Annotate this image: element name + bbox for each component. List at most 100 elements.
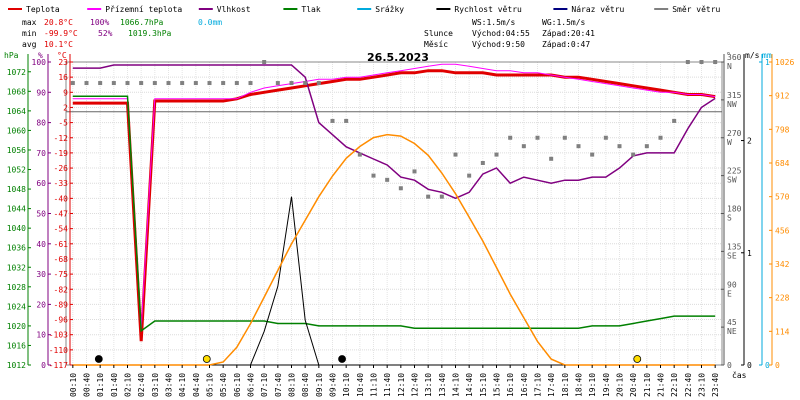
wind-direction-point-25 <box>412 169 417 174</box>
wind-direction-point-1 <box>84 81 89 86</box>
x-tick-label-38: 19:10 <box>588 373 597 397</box>
temperature-tick-label-12: -33 <box>54 179 69 188</box>
min-pressure: 1019.3hPa <box>128 29 172 38</box>
x-tick-label-18: 09:10 <box>315 373 324 397</box>
legend-label-3: Tlak <box>301 5 320 14</box>
x-tick-label-30: 15:10 <box>479 373 488 397</box>
wind-direction-point-36 <box>562 135 567 140</box>
series-line-0 <box>72 69 716 342</box>
temperature-tick-label-16: -5 <box>58 119 68 128</box>
x-tick-label-0: 00:10 <box>69 373 78 397</box>
legend-label-5: Rychlost větru <box>454 5 522 14</box>
wind-direction-point-20 <box>344 118 349 123</box>
wind-direction-point-26 <box>426 194 431 199</box>
wind-direction-point-24 <box>398 186 403 191</box>
x-tick-label-35: 17:40 <box>547 373 556 397</box>
wind_direction-tick-label-2-b: E <box>727 289 732 298</box>
x-tick-label-4: 02:10 <box>124 373 133 397</box>
x-tick-label-40: 20:10 <box>616 373 625 397</box>
pressure-tick-label-2: 1020 <box>7 322 26 331</box>
x-tick-label-17: 08:40 <box>301 373 310 397</box>
x-tick-label-27: 13:40 <box>438 373 447 397</box>
wind_direction-tick-label-7-b: NW <box>727 100 737 109</box>
sunrise: Východ:04:55 <box>472 29 530 38</box>
wind-direction-point-14 <box>262 60 267 64</box>
humidity-tick-label-2: 20 <box>36 300 46 309</box>
wind-direction-point-13 <box>248 81 253 86</box>
pressure-tick-label-11: 1056 <box>7 146 26 155</box>
wind-direction-point-15 <box>275 81 280 86</box>
max-pressure: 1066.7hPa <box>120 18 164 27</box>
solar-tick-label-0: 0 <box>775 361 780 370</box>
x-tick-label-39: 19:40 <box>602 373 611 397</box>
x-tick-label-29: 14:40 <box>465 373 474 397</box>
wind-direction-point-44 <box>672 118 677 123</box>
series-layer <box>70 60 718 366</box>
solar-tick-label-3: 342 <box>775 260 790 269</box>
solar-tick-label-5: 570 <box>775 193 790 202</box>
x-tick-label-7: 03:40 <box>165 373 174 397</box>
wind-direction-point-2 <box>98 81 103 86</box>
legend-label-1: Přízemní teplota <box>105 5 182 14</box>
axes: 1012101610201024102810321036104010441048… <box>7 53 795 370</box>
solar-tick-label-2: 228 <box>775 294 790 303</box>
pressure-tick-label-10: 1052 <box>7 166 26 175</box>
temperature-tick-label-18: 9 <box>63 88 68 97</box>
x-tick-label-22: 11:10 <box>370 373 379 397</box>
humidity-tick-label-10: 100 <box>32 58 47 67</box>
grid <box>65 61 723 366</box>
moonrise-marker <box>338 355 346 363</box>
x-tick-label-37: 18:40 <box>575 373 584 397</box>
max-humidity: 100% <box>90 18 109 27</box>
x-tick-label-45: 22:40 <box>684 373 693 397</box>
x-tick-label-36: 18:10 <box>561 373 570 397</box>
temperature-tick-label-10: -47 <box>54 210 69 219</box>
wind-direction-point-23 <box>385 177 390 182</box>
pressure-tick-label-6: 1036 <box>7 244 26 253</box>
wind_direction-tick-label-7: 315 <box>727 91 742 100</box>
solar-tick-label-8: 912 <box>775 92 790 101</box>
wind_direction-tick-label-3-b: SE <box>727 251 737 260</box>
pressure-tick-label-8: 1044 <box>7 205 26 214</box>
wind-direction-point-33 <box>521 144 526 149</box>
humidity-tick-label-0: 0 <box>41 361 46 370</box>
temperature-tick-label-17: 2 <box>63 103 68 112</box>
wind-direction-point-5 <box>139 81 144 86</box>
rain-tick-label-1: 1 <box>765 58 770 67</box>
chart-title: 26.5.2023 <box>367 51 429 64</box>
avg-label: avg <box>22 40 37 49</box>
solar-tick-label-6: 684 <box>775 159 790 168</box>
unit-ms: m/s <box>745 51 760 60</box>
wind-direction-point-32 <box>508 135 513 140</box>
wind-direction-point-6 <box>152 81 157 86</box>
x-tick-label-6: 03:10 <box>151 373 160 397</box>
wind-direction-point-8 <box>180 81 185 86</box>
series-line-7 <box>72 133 716 366</box>
wind-direction-point-12 <box>234 81 239 86</box>
x-tick-label-42: 21:10 <box>643 373 652 397</box>
temperature-tick-label-4: -89 <box>54 300 69 309</box>
x-tick-label-32: 16:10 <box>506 373 515 397</box>
x-tick-label-31: 15:40 <box>493 373 502 397</box>
sunrise-marker <box>202 355 211 363</box>
x-tick-label-20: 10:10 <box>342 373 351 397</box>
moonrise: Východ:9:50 <box>472 40 525 49</box>
x-tick-label-2: 01:10 <box>96 373 105 397</box>
solar-tick-label-1: 114 <box>775 327 790 336</box>
wind-direction-point-31 <box>494 152 499 157</box>
humidity-tick-label-3: 30 <box>36 270 46 279</box>
unit-hpa: hPa <box>4 51 19 60</box>
pressure-tick-label-14: 1068 <box>7 87 26 96</box>
wind-direction-point-29 <box>467 173 472 178</box>
wind-direction-point-16 <box>289 81 294 86</box>
series-line-1 <box>72 63 716 329</box>
moonset-marker <box>94 355 103 363</box>
max-rain: 0.0mm <box>198 18 222 27</box>
x-tick-label-19: 09:40 <box>329 373 338 397</box>
series-line-5 <box>72 196 716 366</box>
wind_speed-tick-label-2: 2 <box>747 137 752 146</box>
pressure-tick-label-15: 1072 <box>7 68 26 77</box>
pressure-tick-label-9: 1048 <box>7 185 26 194</box>
wind-direction-point-21 <box>357 152 362 157</box>
